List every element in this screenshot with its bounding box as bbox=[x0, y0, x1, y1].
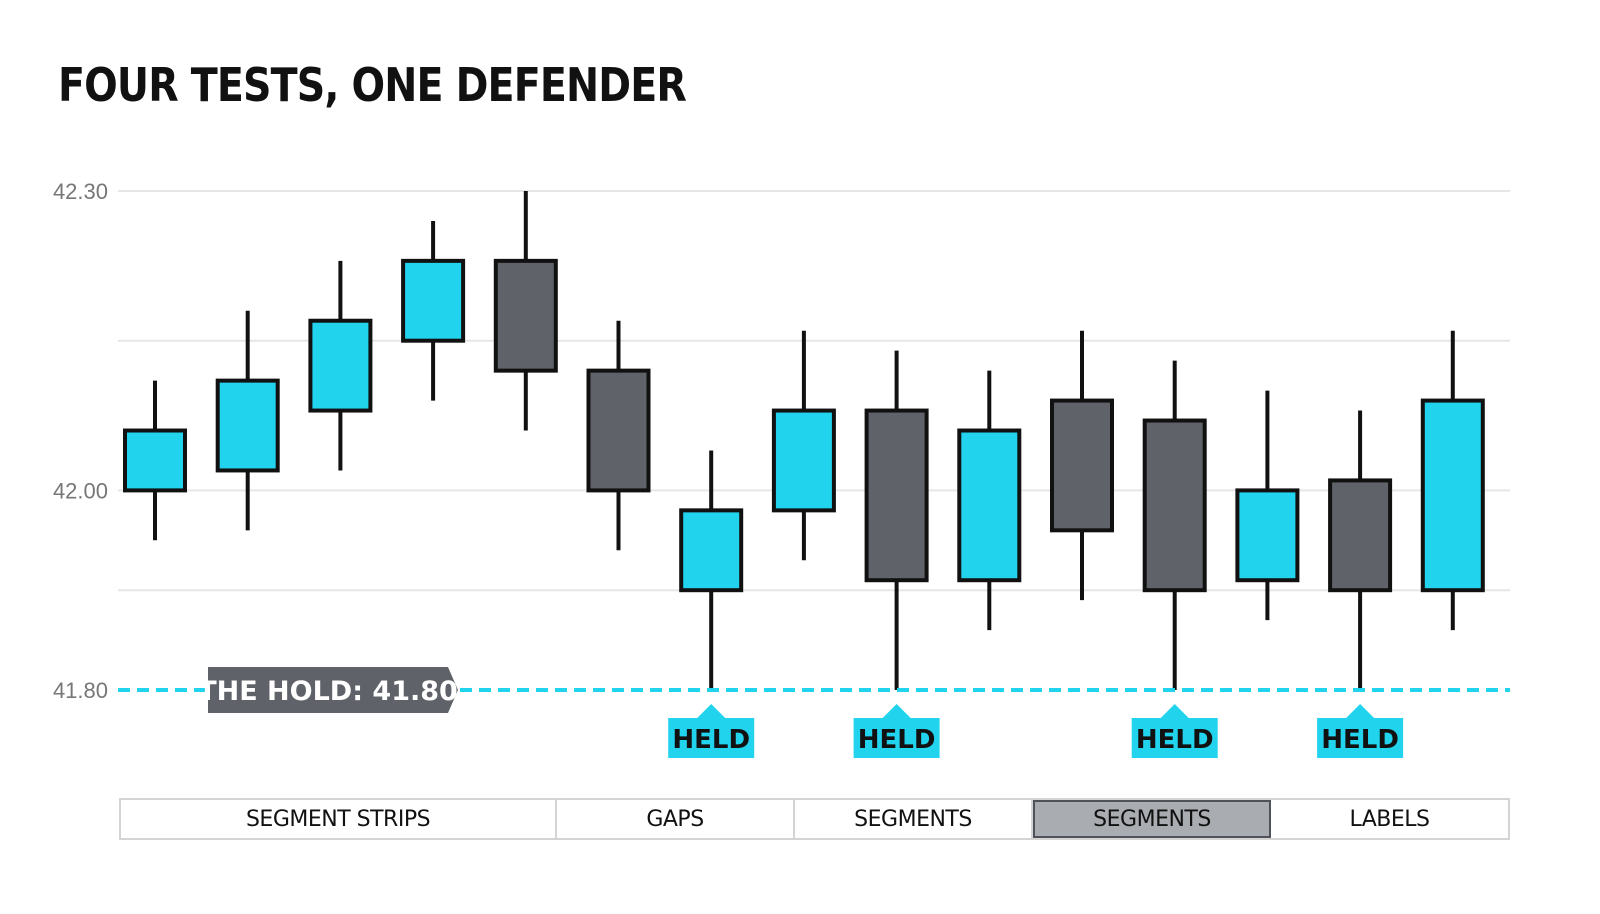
held-annotation: HELD bbox=[668, 704, 755, 758]
held-annotation: HELD bbox=[1317, 704, 1404, 758]
segment-tab-bar: SEGMENT STRIPS GAPS SEGMENTS SEGMENTS LA… bbox=[119, 798, 1510, 840]
held-badge bbox=[853, 704, 940, 758]
held-badge bbox=[1317, 704, 1404, 758]
candle bbox=[1142, 360, 1207, 690]
y-tick-label: 42.00 bbox=[53, 478, 108, 503]
tab-segments-active[interactable]: SEGMENTS bbox=[1033, 800, 1271, 838]
candle bbox=[1328, 410, 1393, 690]
tab-gaps[interactable]: GAPS bbox=[557, 800, 795, 838]
candle bbox=[401, 220, 466, 401]
candle-body bbox=[401, 258, 466, 343]
candle bbox=[864, 350, 929, 690]
candle bbox=[1050, 330, 1114, 601]
candle-body bbox=[1235, 488, 1300, 583]
y-tick-label: 42.30 bbox=[53, 179, 108, 204]
held-label: HELD bbox=[1136, 725, 1214, 755]
candle-body bbox=[586, 368, 651, 493]
candle-body bbox=[123, 428, 187, 493]
candle bbox=[1235, 390, 1300, 621]
candle-body bbox=[1328, 478, 1393, 593]
candle bbox=[957, 370, 1022, 631]
candle-body bbox=[771, 408, 836, 513]
candle bbox=[215, 310, 280, 531]
candle-body bbox=[864, 408, 929, 583]
held-badge bbox=[668, 704, 755, 758]
tab-segment-strips[interactable]: SEGMENT STRIPS bbox=[121, 800, 557, 838]
candles bbox=[123, 191, 1485, 690]
held-annotation: HELD bbox=[853, 704, 940, 758]
candle-body bbox=[493, 258, 558, 373]
candle bbox=[771, 330, 836, 561]
held-label: HELD bbox=[858, 725, 936, 755]
chart-title: FOUR TESTS, ONE DEFENDER bbox=[58, 58, 687, 112]
candle bbox=[308, 260, 373, 471]
candle-body bbox=[1050, 398, 1114, 533]
candle bbox=[123, 380, 187, 541]
y-tick-label: 41.80 bbox=[53, 678, 108, 703]
hold-label-box bbox=[208, 667, 458, 713]
hold-label-text: THE HOLD: 41.80 bbox=[198, 676, 458, 707]
tab-segments[interactable]: SEGMENTS bbox=[795, 800, 1033, 838]
held-badge bbox=[1131, 704, 1218, 758]
candle bbox=[493, 191, 558, 431]
tab-labels[interactable]: LABELS bbox=[1349, 806, 1430, 832]
hold-label: THE HOLD: 41.80 bbox=[198, 667, 458, 713]
candle bbox=[1420, 330, 1485, 631]
hold-reference: THE HOLD: 41.80 bbox=[118, 667, 1510, 713]
candle bbox=[679, 450, 744, 690]
candle-body bbox=[308, 318, 373, 413]
held-annotations: HELD HELD HELD HELD bbox=[668, 704, 1404, 758]
candle-body bbox=[215, 378, 280, 473]
candle-body bbox=[957, 428, 1022, 583]
candle-body bbox=[1420, 398, 1485, 593]
candle-body bbox=[1142, 418, 1207, 593]
held-label: HELD bbox=[1321, 725, 1399, 755]
held-label: HELD bbox=[672, 725, 750, 755]
y-axis: 42.30 42.00 41.80 bbox=[53, 179, 108, 703]
candle-body bbox=[679, 508, 744, 593]
held-annotation: HELD bbox=[1131, 704, 1218, 758]
candle bbox=[586, 320, 651, 551]
